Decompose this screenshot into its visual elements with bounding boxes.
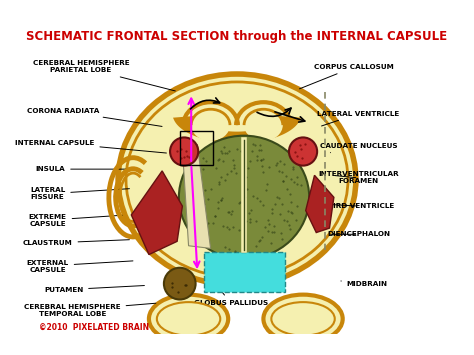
Text: EXTREME
CAPSULE: EXTREME CAPSULE xyxy=(28,214,124,227)
Circle shape xyxy=(164,268,196,300)
Text: CORONA RADIATA: CORONA RADIATA xyxy=(27,108,162,126)
Text: ©2010  PIXELATED BRAIN: ©2010 PIXELATED BRAIN xyxy=(39,323,149,332)
Polygon shape xyxy=(182,144,210,248)
Text: MIDBRAIN: MIDBRAIN xyxy=(341,280,388,286)
Circle shape xyxy=(170,137,198,166)
Ellipse shape xyxy=(149,295,228,343)
Text: LATERAL
FISSURE: LATERAL FISSURE xyxy=(30,187,129,200)
Polygon shape xyxy=(306,175,334,233)
Text: THIRD VENTRICLE: THIRD VENTRICLE xyxy=(322,203,395,209)
Ellipse shape xyxy=(244,109,283,141)
Polygon shape xyxy=(174,117,300,142)
Polygon shape xyxy=(203,252,285,293)
Ellipse shape xyxy=(118,74,356,285)
Text: INSULA: INSULA xyxy=(36,166,138,172)
Ellipse shape xyxy=(271,302,335,335)
Bar xyxy=(180,131,213,165)
Text: CORPUS CALLOSUM: CORPUS CALLOSUM xyxy=(300,64,394,89)
Text: AMYGDALA: AMYGDALA xyxy=(168,303,214,319)
Circle shape xyxy=(289,137,317,166)
Text: CEREBRAL HEMISPHERE
PARIETAL LOBE: CEREBRAL HEMISPHERE PARIETAL LOBE xyxy=(33,60,175,91)
Ellipse shape xyxy=(264,295,343,343)
Text: LATERAL VENTRICLE: LATERAL VENTRICLE xyxy=(318,111,400,126)
Text: DIENCEPHALON: DIENCEPHALON xyxy=(327,231,390,237)
Text: CAUDATE NUCLEUS: CAUDATE NUCLEUS xyxy=(320,143,397,153)
Text: SCHEMATIC FRONTAL SECTION through the INTERNAL CAPSULE: SCHEMATIC FRONTAL SECTION through the IN… xyxy=(27,30,447,43)
Text: EXTERNAL
CAPSULE: EXTERNAL CAPSULE xyxy=(27,260,133,273)
Ellipse shape xyxy=(126,82,348,278)
Text: GLOBUS PALLIDUS: GLOBUS PALLIDUS xyxy=(194,283,268,306)
Text: PUTAMEN: PUTAMEN xyxy=(44,285,145,293)
Text: CLAUSTRUM: CLAUSTRUM xyxy=(23,240,129,246)
Text: INTERVENTRICULAR
FORAMEN: INTERVENTRICULAR FORAMEN xyxy=(318,171,399,185)
Ellipse shape xyxy=(179,136,309,259)
Text: CEREBRAL HEMISPHERE
TEMPORAL LOBE: CEREBRAL HEMISPHERE TEMPORAL LOBE xyxy=(24,303,156,317)
Ellipse shape xyxy=(157,302,220,335)
Text: INTERNAL CAPSULE: INTERNAL CAPSULE xyxy=(15,140,166,153)
Ellipse shape xyxy=(191,109,230,141)
Polygon shape xyxy=(131,171,182,255)
